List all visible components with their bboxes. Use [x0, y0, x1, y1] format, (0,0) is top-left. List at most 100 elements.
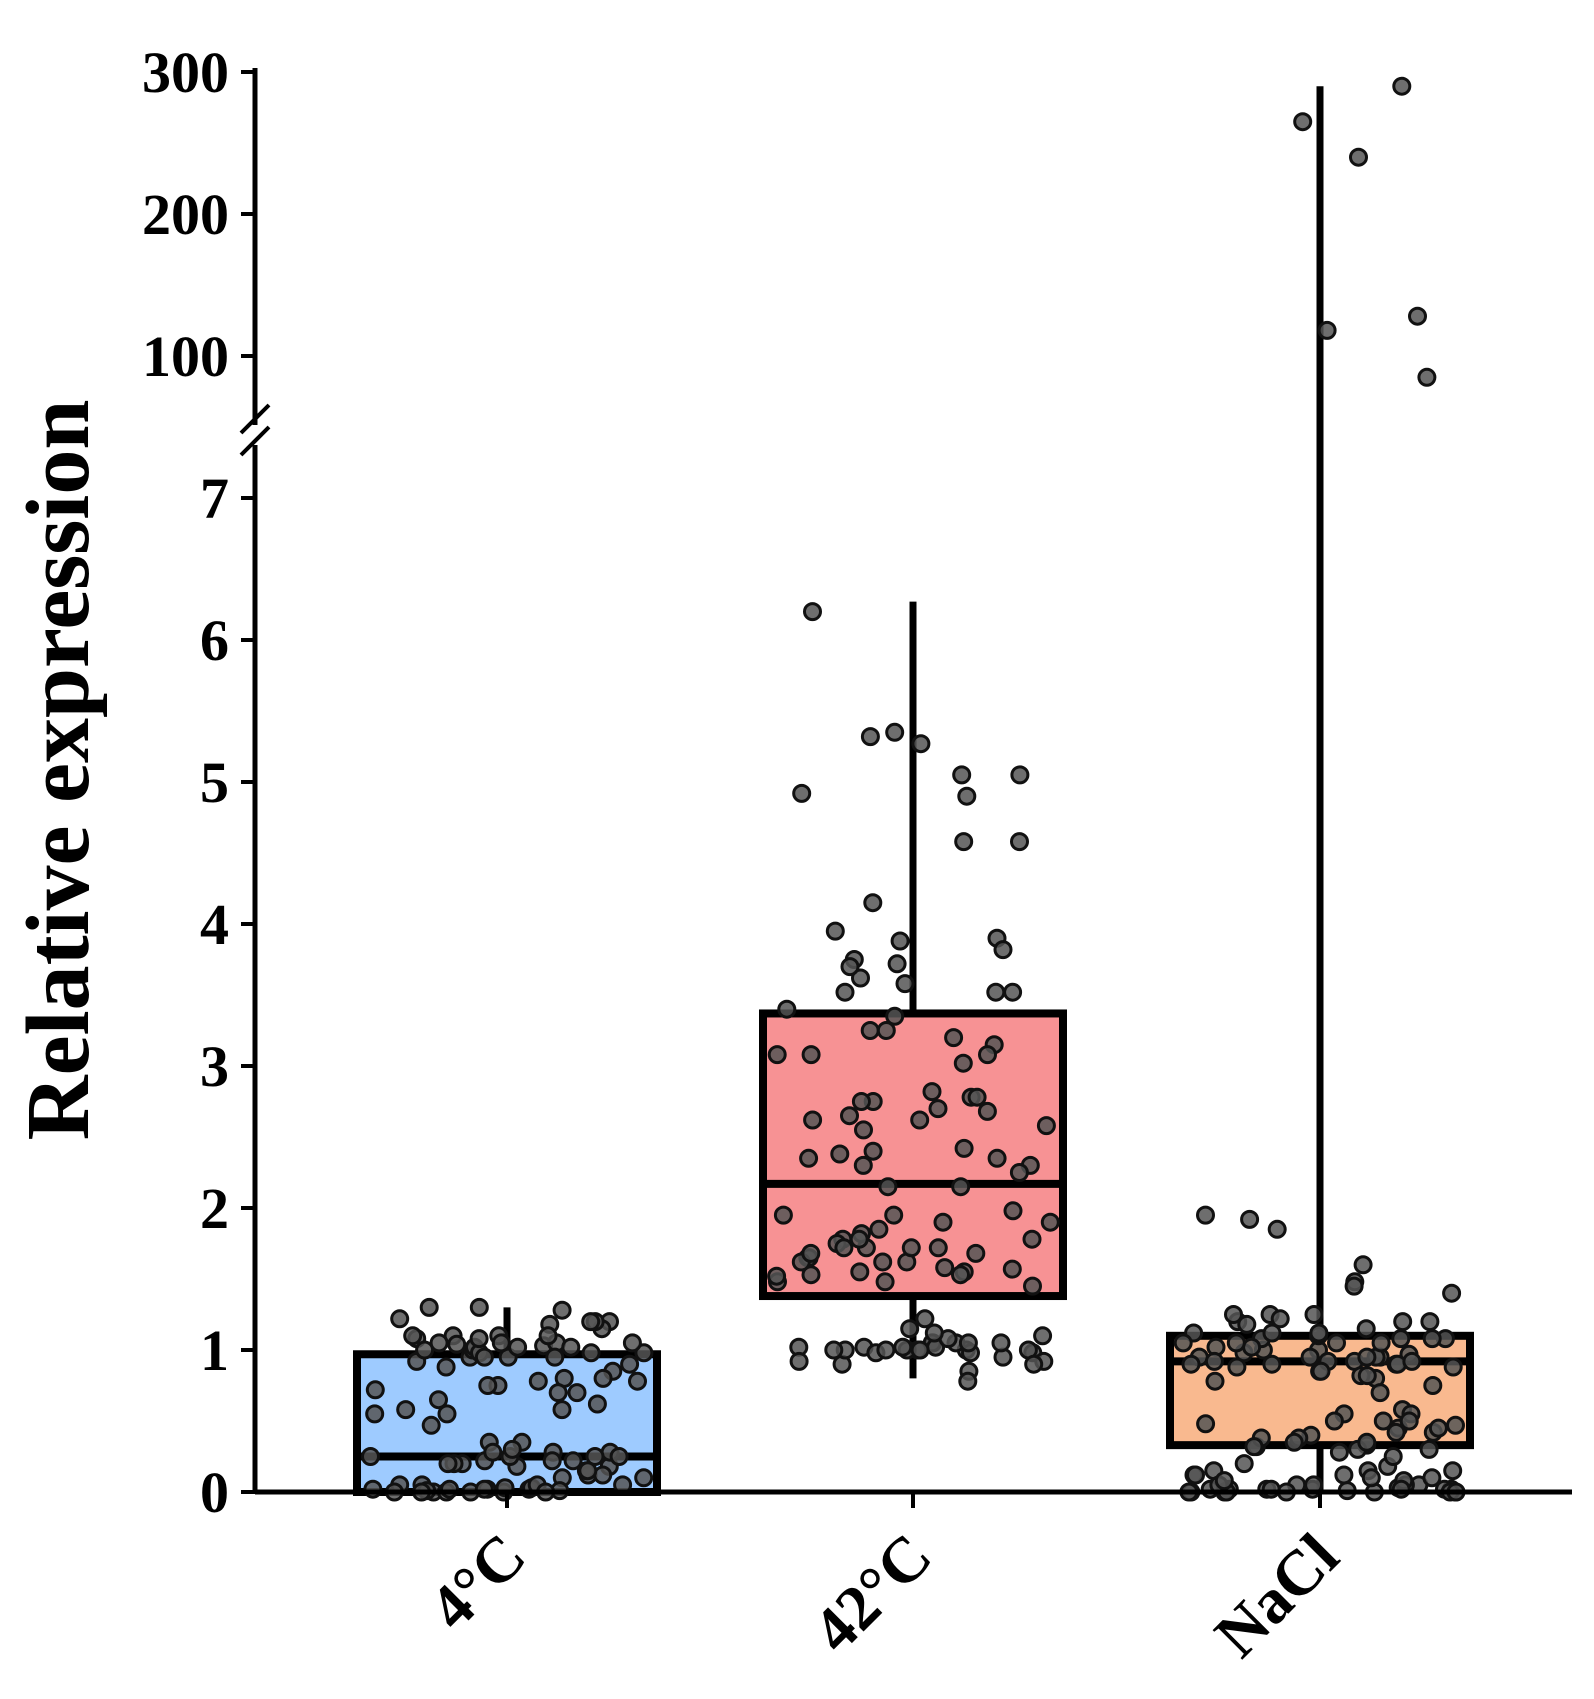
data-point — [1446, 1415, 1465, 1435]
y-tick-label: 300 — [142, 40, 229, 105]
data-point — [1173, 1333, 1193, 1353]
data-point — [419, 1297, 439, 1317]
data-point — [801, 1243, 821, 1263]
data-point — [1420, 1312, 1440, 1332]
data-point — [830, 1144, 850, 1164]
data-point — [893, 1337, 913, 1357]
data-point — [365, 1380, 385, 1400]
data-point — [1284, 1432, 1304, 1452]
data-point — [928, 1238, 948, 1258]
data-point — [824, 1340, 844, 1360]
y-axis-ticks: 0 1 2 3 4 5 6 7 100 200 300 — [142, 40, 255, 1525]
data-point — [1036, 1116, 1056, 1136]
data-point — [1196, 1414, 1216, 1434]
boxes — [353, 86, 1474, 1497]
data-point — [840, 957, 860, 977]
data-point — [578, 1461, 598, 1481]
data-point — [1262, 1354, 1282, 1374]
data-point — [469, 1297, 489, 1317]
data-point — [1393, 1312, 1413, 1332]
x-tick-label: NaCl — [1201, 1520, 1352, 1671]
data-point — [542, 1451, 562, 1471]
data-point — [876, 1021, 896, 1040]
data-point — [1356, 1319, 1376, 1339]
data-point — [887, 954, 907, 974]
data-point — [978, 1045, 997, 1065]
data-point — [1186, 1465, 1205, 1485]
data-point — [1240, 1209, 1260, 1229]
data-point — [986, 982, 1006, 1002]
data-point — [440, 1479, 459, 1499]
data-point — [885, 1006, 905, 1026]
data-point — [869, 1219, 889, 1239]
axis-break-mark — [239, 403, 271, 435]
y-tick-label: 100 — [142, 324, 229, 389]
data-point — [561, 1337, 581, 1357]
data-point — [854, 1120, 873, 1140]
data-point — [548, 1383, 568, 1403]
data-point — [438, 1454, 458, 1474]
data-point — [875, 1272, 895, 1292]
data-point — [954, 1138, 974, 1158]
data-point — [1357, 1366, 1377, 1386]
data-point — [1399, 1411, 1419, 1431]
data-point — [1002, 1259, 1022, 1279]
data-point — [840, 1106, 859, 1126]
data-point — [910, 1110, 930, 1130]
data-point — [528, 1371, 548, 1391]
data-point — [1329, 1442, 1349, 1462]
data-point — [581, 1343, 601, 1363]
data-point — [634, 1468, 654, 1488]
y-tick-label: 4 — [200, 892, 229, 957]
data-point — [1317, 320, 1337, 340]
data-point — [365, 1404, 385, 1424]
data-point — [924, 1323, 944, 1343]
data-point — [1244, 1437, 1264, 1457]
data-point — [1205, 1371, 1225, 1391]
data-point — [803, 602, 822, 622]
data-point — [1353, 1255, 1373, 1275]
data-point — [581, 1312, 601, 1332]
data-point — [966, 1243, 986, 1263]
data-point — [900, 1319, 920, 1339]
data-point — [1003, 982, 1023, 1002]
y-tick-label: 1 — [200, 1318, 229, 1383]
data-point — [478, 1376, 498, 1395]
data-point — [977, 1101, 997, 1121]
data-point — [396, 1400, 416, 1420]
data-point — [1423, 1376, 1443, 1395]
data-point — [469, 1329, 489, 1349]
data-point — [545, 1347, 565, 1367]
data-point — [825, 921, 845, 941]
data-point — [437, 1404, 457, 1424]
data-point — [429, 1390, 448, 1410]
data-point — [1226, 1333, 1246, 1353]
data-point — [1304, 1305, 1324, 1324]
data-point — [436, 1357, 456, 1377]
data-point — [860, 1021, 880, 1040]
data-point — [1010, 832, 1029, 852]
data-point — [895, 974, 915, 994]
data-point — [1262, 1323, 1282, 1343]
data-point — [951, 1265, 970, 1285]
data-point — [1270, 1309, 1290, 1329]
data-point — [792, 783, 812, 803]
data-point — [863, 893, 883, 913]
data-point — [1261, 1479, 1281, 1499]
data-point — [563, 1451, 583, 1471]
data-point — [1386, 1422, 1406, 1442]
data-point — [1357, 1432, 1377, 1452]
data-point — [915, 1309, 935, 1329]
data-point — [1349, 147, 1368, 167]
data-point — [1214, 1471, 1234, 1491]
data-point — [991, 1333, 1011, 1353]
data-point — [361, 1447, 380, 1466]
data-point — [1443, 1357, 1463, 1377]
data-point — [1417, 367, 1437, 387]
data-point — [609, 1447, 629, 1466]
data-point — [567, 1383, 587, 1403]
data-point — [415, 1340, 435, 1360]
data-points — [361, 76, 1466, 1502]
data-point — [1402, 1351, 1422, 1371]
